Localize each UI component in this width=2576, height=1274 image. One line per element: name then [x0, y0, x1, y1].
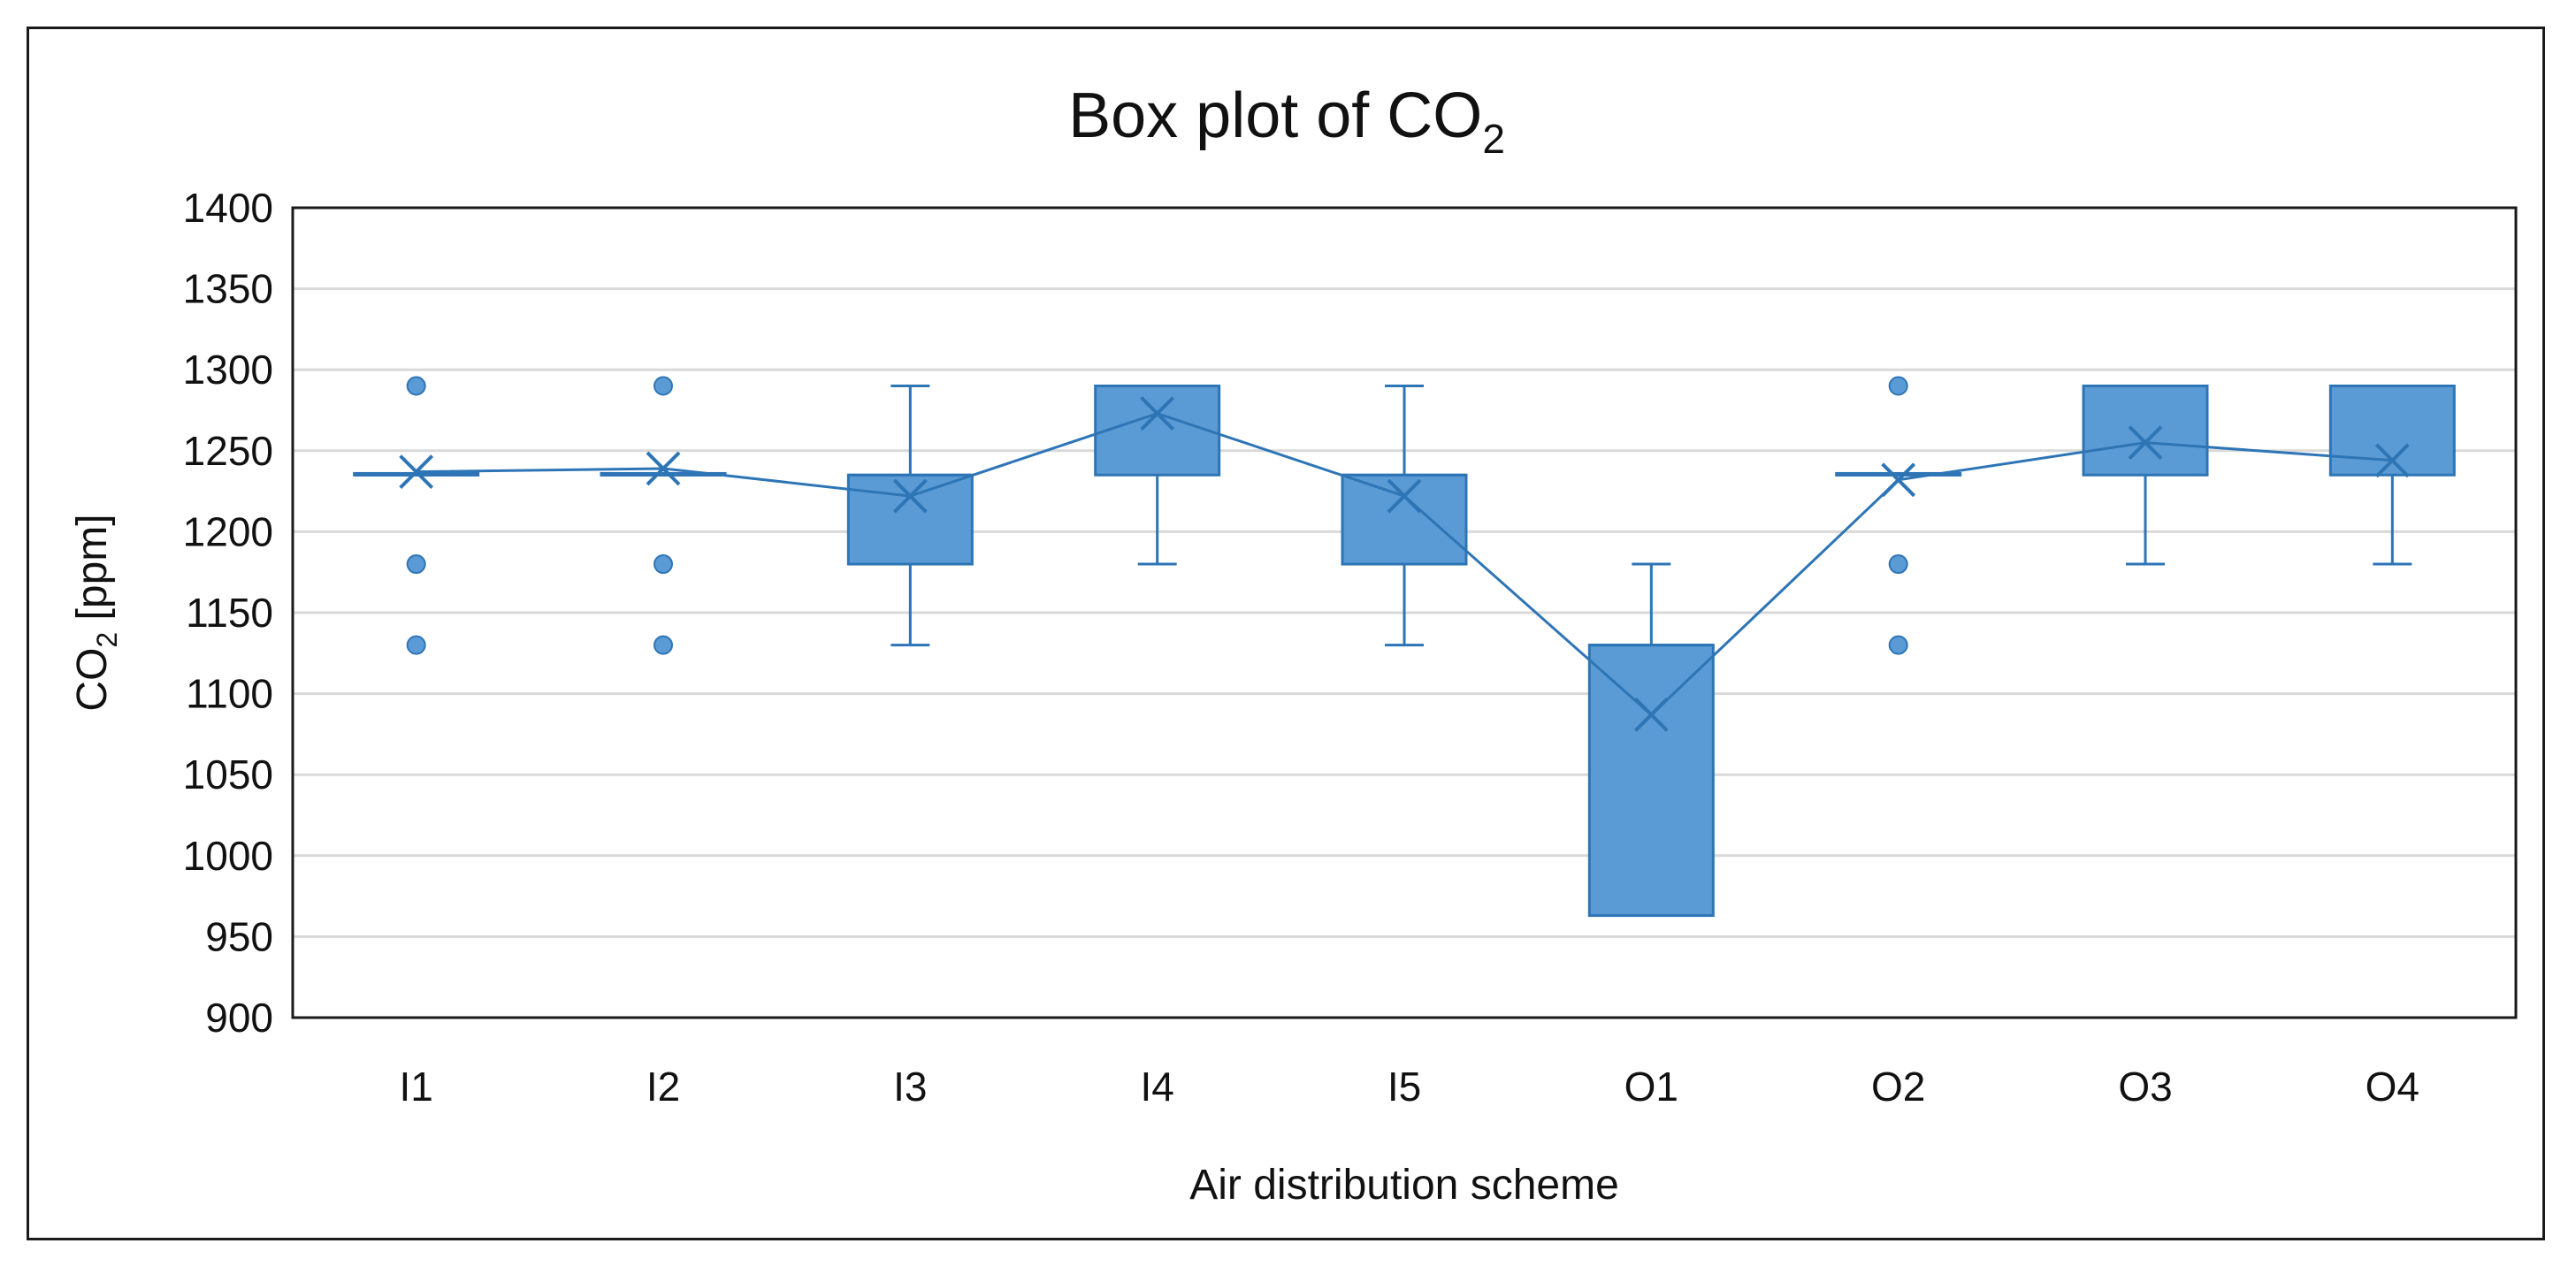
box-O1: [1587, 644, 1715, 918]
mean-marker-O3: [2128, 425, 2163, 461]
y-tick-950: 950: [205, 913, 273, 959]
mean-marker-I1: [399, 454, 434, 490]
mean-marker-O4: [2374, 443, 2410, 478]
outlier-I2-1130: [654, 635, 673, 655]
y-tick-1050: 1050: [183, 751, 273, 797]
mean-marker-O1: [1633, 698, 1669, 732]
box-I4: [1094, 385, 1221, 477]
chart-title-subscript: 2: [1482, 116, 1505, 162]
x-tick-O1: O1: [1624, 1064, 1678, 1110]
boxes: [353, 376, 2456, 918]
y-tick-900: 900: [205, 995, 273, 1041]
mean-marker-I2: [646, 451, 681, 486]
y-axis-label-unit: [ppm]: [69, 514, 116, 631]
outlier-I1-1130: [406, 635, 426, 655]
x-tick-I4: I4: [1140, 1064, 1173, 1110]
x-tick-I1: I1: [399, 1064, 432, 1110]
x-axis-label: Air distribution scheme: [1189, 1162, 1619, 1209]
x-tick-I5: I5: [1387, 1064, 1421, 1110]
plot-area-border: [291, 206, 2518, 1019]
x-tick-I3: I3: [893, 1064, 927, 1110]
y-tick-1150: 1150: [186, 590, 273, 636]
y-tick-1200: 1200: [183, 508, 273, 554]
x-tick-I2: I2: [646, 1064, 680, 1110]
y-tick-1250: 1250: [183, 428, 273, 474]
outlier-I1-1290: [406, 376, 426, 396]
box-I5: [1341, 473, 1468, 566]
x-tick-O4: O4: [2366, 1064, 2419, 1110]
y-tick-1350: 1350: [183, 266, 273, 312]
y-axis-label: CO2 [ppm]: [69, 514, 123, 711]
x-tick-O2: O2: [1871, 1064, 1925, 1110]
outlier-I1-1180: [406, 554, 426, 575]
chart-frame: [27, 27, 2545, 1240]
mean-marker-I5: [1387, 478, 1422, 514]
chart-title: Box plot of CO2: [1068, 80, 1505, 162]
box-I3: [846, 473, 974, 566]
x-tick-O3: O3: [2118, 1064, 2172, 1110]
mean-marker-O2: [1881, 462, 1916, 498]
y-tick-1000: 1000: [183, 833, 273, 879]
outlier-O2-1130: [1888, 635, 1908, 655]
x-tick-labels: I1 I2 I3 I4 I5 O1 O2 O3 O4: [399, 1064, 2419, 1110]
mean-marker-I4: [1140, 396, 1175, 431]
y-tick-labels: 900 950 1000 1050 1100 1150 1200 1250 1300 1350 14…: [183, 185, 273, 1041]
mean-marker-I3: [892, 478, 928, 514]
outlier-I2-1290: [654, 376, 673, 396]
y-tick-1100: 1100: [186, 671, 273, 717]
mean-line-group: [399, 396, 2410, 732]
box-O3: [2082, 385, 2209, 477]
y-tick-1300: 1300: [183, 347, 273, 393]
outlier-I2-1180: [654, 554, 673, 575]
outlier-O2-1290: [1888, 376, 1908, 396]
outlier-O2-1180: [1888, 554, 1908, 575]
box-O4: [2328, 385, 2456, 477]
y-axis-label-subscript: 2: [91, 632, 123, 648]
y-tick-1400: 1400: [183, 185, 273, 231]
